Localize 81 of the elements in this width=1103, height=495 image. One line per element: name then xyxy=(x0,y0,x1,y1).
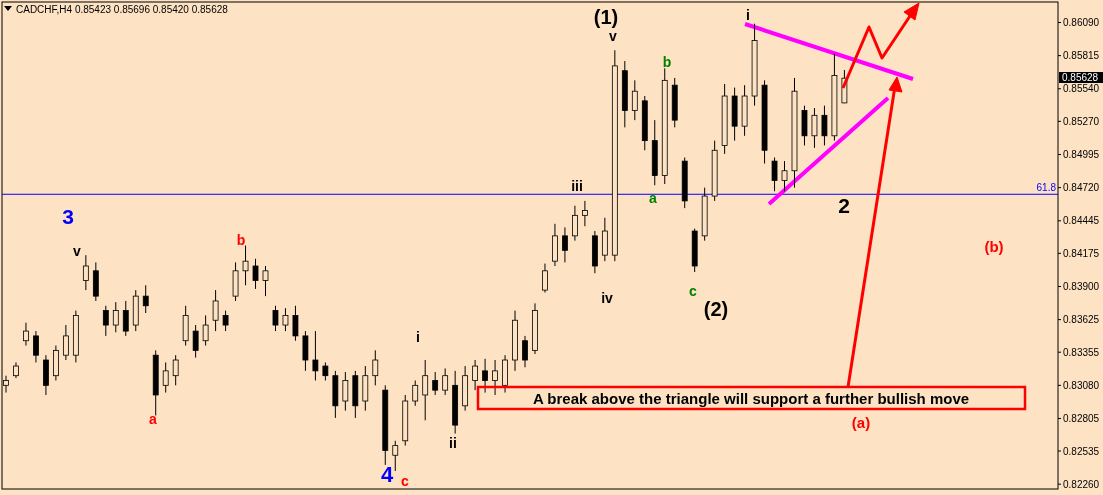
candlestick xyxy=(202,314,209,347)
annotation: (a) xyxy=(851,414,871,431)
candlestick xyxy=(62,324,69,361)
y-tick-label: 0.84445 xyxy=(1063,215,1100,227)
candlestick xyxy=(412,380,419,407)
candlestick xyxy=(811,107,818,149)
annotation: a xyxy=(649,190,658,206)
candlestick xyxy=(821,105,828,146)
annotation: i xyxy=(416,329,420,345)
candlestick xyxy=(542,263,548,294)
candlestick xyxy=(102,305,109,337)
annotation: c xyxy=(401,473,410,489)
candlestick xyxy=(442,367,449,396)
candlestick xyxy=(192,324,199,359)
annotation: iii xyxy=(571,178,583,194)
candlestick xyxy=(572,205,578,242)
annotation: A break above the triangle will support a further bullish move xyxy=(532,390,970,407)
y-tick-label: 0.82805 xyxy=(1063,412,1100,424)
y-tick-label: 0.85815 xyxy=(1063,50,1100,62)
candlestick xyxy=(222,310,229,332)
annotation: ii xyxy=(449,435,457,451)
candlestick xyxy=(562,226,568,263)
candlestick xyxy=(33,330,39,363)
candlestick xyxy=(292,305,299,342)
candlestick xyxy=(342,371,349,412)
annotation: b xyxy=(662,54,672,70)
annotation: 4 xyxy=(380,462,394,487)
y-tick-label: 0.82535 xyxy=(1063,445,1100,457)
y-tick-label: 0.86090 xyxy=(1063,16,1100,28)
candlestick xyxy=(482,358,488,394)
y-tick-label: 0.83900 xyxy=(1063,280,1100,292)
annotation: c xyxy=(689,283,698,299)
candlestick xyxy=(522,335,528,368)
annotation: i xyxy=(746,7,750,23)
y-tick-label: 0.82260 xyxy=(1063,478,1100,490)
candlestick xyxy=(252,258,259,290)
candlestick xyxy=(582,200,588,227)
annotation: b xyxy=(236,232,246,248)
annotation: (2) xyxy=(703,298,729,320)
candlestick xyxy=(372,349,379,386)
annotation: v xyxy=(609,28,618,44)
candlestick xyxy=(781,160,788,192)
candlestick xyxy=(432,371,439,396)
annotation: v xyxy=(73,243,82,259)
candlestick xyxy=(312,330,319,382)
candlestick xyxy=(282,307,289,332)
y-tick-label: 0.85270 xyxy=(1063,115,1100,127)
y-tick-label: 0.84995 xyxy=(1063,148,1100,160)
candlestick xyxy=(631,79,638,121)
candlestick xyxy=(112,301,119,333)
y-tick-label: 0.84720 xyxy=(1063,182,1100,194)
annotation: 2 xyxy=(838,194,850,217)
candlestick xyxy=(162,361,169,394)
candlestick xyxy=(262,265,269,297)
annotation: (b) xyxy=(984,238,1004,255)
candlestick xyxy=(23,322,29,347)
annotation: 61.8 xyxy=(1036,182,1057,193)
y-tick-label: 0.84175 xyxy=(1063,247,1100,259)
chart-title: CADCHF,H4 0.85423 0.85696 0.85420 0.85628 xyxy=(16,4,229,15)
candlestick xyxy=(122,300,129,337)
y-tick-label: 0.85540 xyxy=(1063,83,1100,95)
candlestick xyxy=(322,361,329,382)
candlestick xyxy=(472,359,479,391)
candlestick xyxy=(142,284,149,314)
candlestick xyxy=(422,359,429,421)
annotation: (1) xyxy=(593,6,619,28)
annotation: a xyxy=(149,411,158,427)
candlestick xyxy=(212,289,219,332)
candlestick xyxy=(392,440,399,472)
candlestick xyxy=(272,305,279,332)
y-tick-label: 0.83355 xyxy=(1063,346,1100,358)
candlestick xyxy=(771,157,778,192)
candlestick xyxy=(492,359,498,396)
candlestick xyxy=(242,245,249,286)
y-tick-label: 0.83625 xyxy=(1063,314,1100,326)
candlestick xyxy=(82,254,89,291)
annotation: iv xyxy=(601,290,614,306)
text: 0.85628 xyxy=(1062,72,1099,84)
annotation: 3 xyxy=(62,205,74,228)
y-tick-label: 0.83080 xyxy=(1063,379,1100,391)
candlestick xyxy=(172,354,179,386)
